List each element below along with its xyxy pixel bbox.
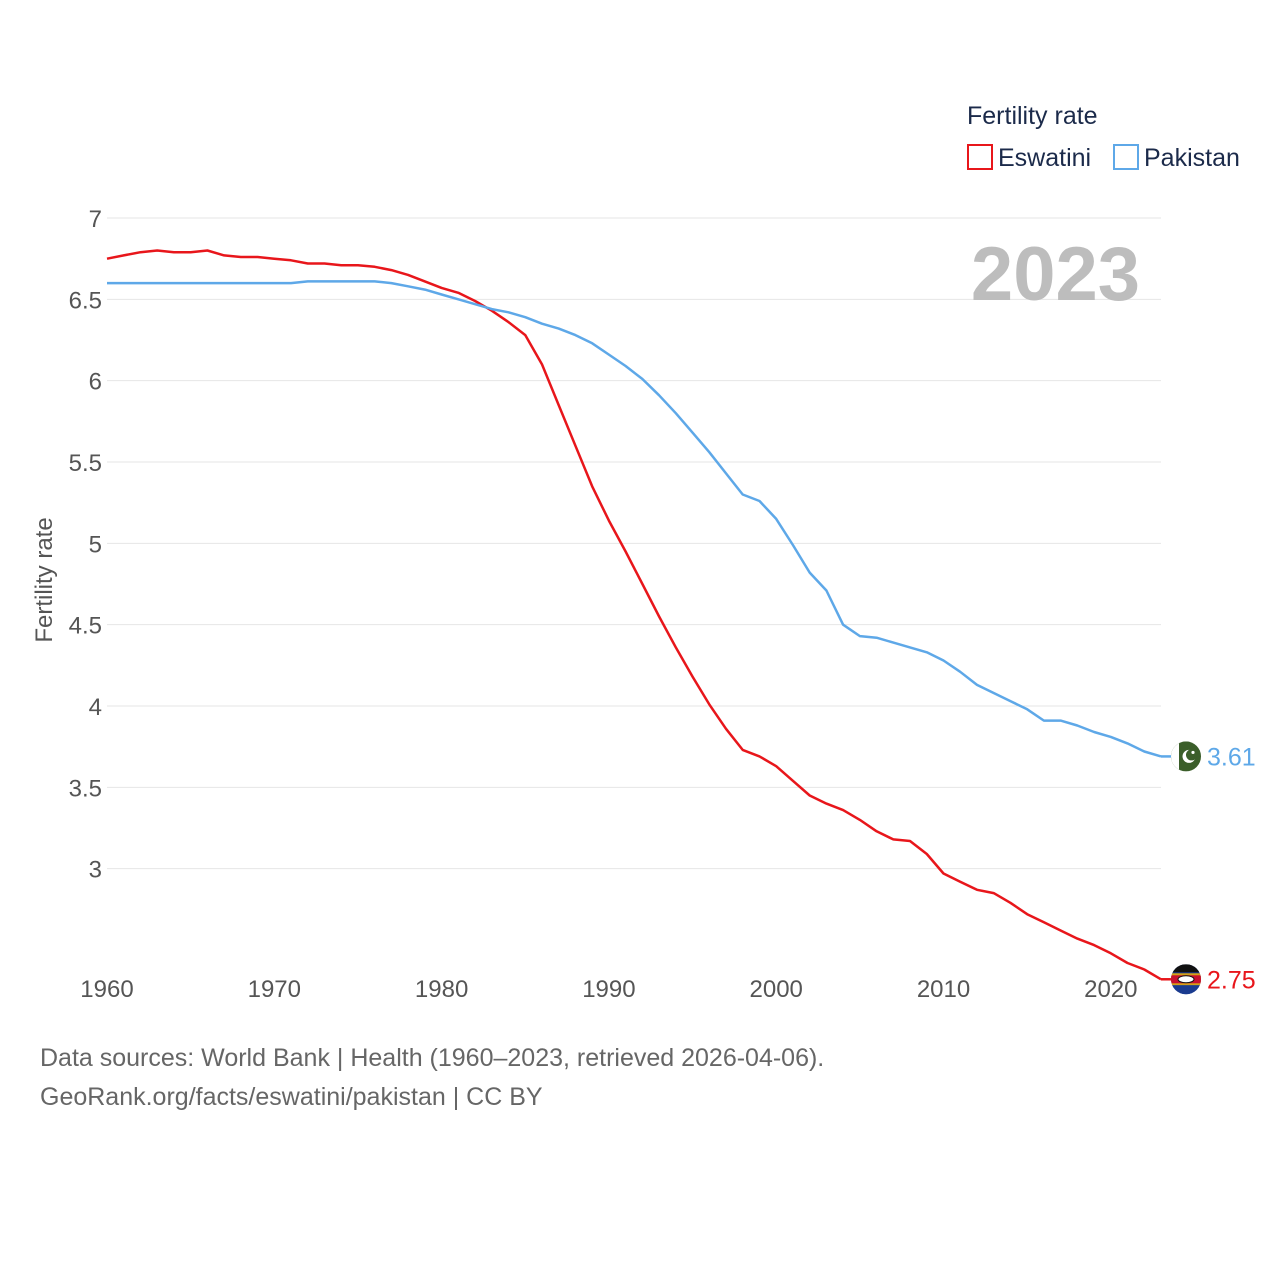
eswatini-flag-icon: [1171, 964, 1201, 995]
legend-swatch-eswatini[interactable]: [967, 144, 993, 170]
y-tick-label: 6.5: [69, 287, 102, 314]
source-line-2: GeoRank.org/facts/eswatini/pakistan | CC…: [40, 1083, 543, 1111]
series-lines: [106, 249, 1162, 981]
source-line-1: Data sources: World Bank | Health (1960–…: [40, 1044, 825, 1072]
current-year-label: 2023: [971, 232, 1140, 317]
x-tick-label: 2000: [750, 976, 803, 1003]
x-tick-label: 1960: [80, 976, 133, 1003]
y-tick-label: 7: [89, 206, 102, 233]
series-line-pakistan[interactable]: [107, 280, 1162, 758]
y-tick-label: 3: [89, 857, 102, 884]
y-axis-title: Fertility rate: [31, 517, 58, 642]
x-axis-ticks: 1960 1970 1980 1990 2000 2010 2020: [80, 976, 1137, 1003]
legend-label-pakistan[interactable]: Pakistan: [1144, 144, 1240, 172]
y-tick-label: 4.5: [69, 613, 102, 640]
y-tick-label: 3.5: [69, 775, 102, 802]
legend-swatch-pakistan[interactable]: [1113, 144, 1139, 170]
y-tick-label: 4: [89, 694, 102, 721]
end-markers: 2.75 3.61: [1161, 741, 1256, 995]
grid-lines: [107, 217, 1161, 870]
y-tick-label: 6: [89, 369, 102, 396]
series-line-eswatini[interactable]: [106, 249, 1162, 981]
x-tick-label: 1990: [582, 976, 635, 1003]
x-tick-label: 2020: [1084, 976, 1137, 1003]
end-value-label-pakistan: 3.61: [1207, 743, 1256, 771]
pakistan-flag-icon: [1171, 741, 1201, 772]
y-axis-ticks: 3 3.5 4 4.5 5 5.5 6 6.5 7: [69, 206, 102, 884]
legend-label-eswatini[interactable]: Eswatini: [998, 144, 1091, 172]
legend: Fertility rate Eswatini Pakistan: [967, 102, 1240, 172]
x-tick-label: 2010: [917, 976, 970, 1003]
legend-title: Fertility rate: [967, 102, 1098, 130]
x-tick-label: 1980: [415, 976, 468, 1003]
end-value-label-eswatini: 2.75: [1207, 966, 1256, 994]
x-tick-label: 1970: [248, 976, 301, 1003]
y-tick-label: 5: [89, 531, 102, 558]
y-tick-label: 5.5: [69, 450, 102, 477]
